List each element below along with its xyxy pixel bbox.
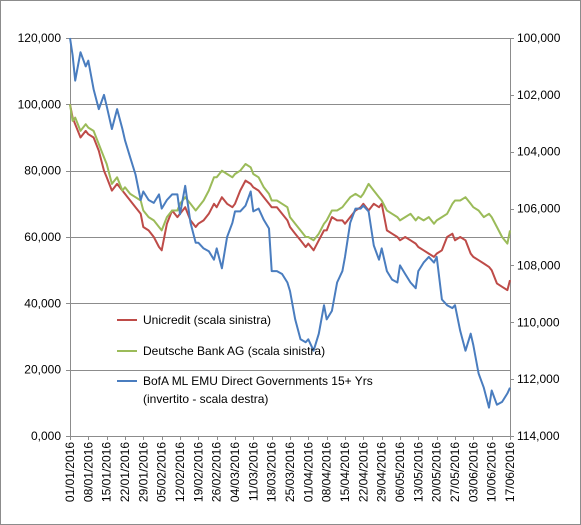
right-tick-label: 104,000 [517, 145, 561, 159]
left-tick-label: 40,000 [24, 296, 61, 310]
legend-label: Deutsche Bank AG (scala sinistra) [143, 344, 325, 358]
legend: Unicredit (scala sinistra) Deutsche Bank … [117, 313, 373, 406]
right-tick-label: 108,000 [517, 258, 561, 272]
series-line-1 [69, 104, 511, 292]
left-tick-label: 20,000 [24, 363, 61, 377]
x-tick-label: 18/03/2016 [265, 442, 279, 502]
x-axis-ticks: 01/01/2016 08/01/2016 15/01/2016 22/01/2016… [63, 436, 517, 502]
x-tick-label: 10/06/2016 [485, 442, 499, 502]
x-tick-label: 03/06/2016 [466, 442, 480, 502]
x-tick-label: 11/03/2016 [246, 442, 260, 501]
right-tick-label: 106,000 [517, 202, 561, 216]
legend-label: Unicredit (scala sinistra) [143, 313, 271, 327]
x-tick-label: 25/03/2016 [283, 442, 297, 502]
x-tick-label: 19/02/2016 [191, 442, 205, 502]
left-axis-ticks: 0,000 20,000 40,000 60,000 80,000 100,000 120,… [18, 31, 70, 443]
left-tick-label: 120,000 [18, 31, 62, 45]
x-tick-label: 06/05/2016 [393, 442, 407, 502]
x-tick-label: 22/04/2016 [356, 442, 370, 502]
legend-label: (invertito - scala destra) [143, 392, 268, 406]
x-tick-label: 08/04/2016 [320, 442, 334, 502]
x-tick-label: 26/02/2016 [210, 442, 224, 502]
x-tick-label: 15/01/2016 [100, 442, 114, 502]
x-tick-label: 27/05/2016 [448, 442, 462, 502]
x-tick-label: 29/01/2016 [136, 442, 150, 502]
right-tick-label: 110,000 [517, 315, 560, 329]
left-tick-label: 100,000 [18, 97, 62, 111]
legend-label: BofA ML EMU Direct Governments 15+ Yrs [143, 374, 373, 388]
series-lines [69, 37, 511, 409]
x-tick-label: 29/04/2016 [375, 442, 389, 502]
right-tick-label: 112,000 [517, 372, 560, 386]
right-tick-label: 102,000 [517, 88, 561, 102]
x-tick-label: 15/04/2016 [338, 442, 352, 502]
right-axis-ticks: 100,000 102,000 104,000 106,000 108,000 110,0… [510, 31, 561, 443]
x-tick-label: 17/06/2016 [503, 442, 517, 502]
x-tick-label: 13/05/2016 [411, 442, 425, 502]
right-tick-label: 100,000 [517, 31, 561, 45]
gridlines [70, 38, 510, 371]
x-tick-label: 01/04/2016 [301, 442, 315, 502]
left-tick-label: 0,000 [31, 429, 61, 443]
x-tick-label: 22/01/2016 [118, 442, 132, 502]
left-tick-label: 80,000 [24, 164, 61, 178]
left-tick-label: 60,000 [24, 230, 61, 244]
x-tick-label: 08/01/2016 [81, 442, 95, 502]
x-tick-label: 04/03/2016 [228, 442, 242, 502]
right-tick-label: 114,000 [517, 429, 560, 443]
x-tick-label: 12/02/2016 [173, 442, 187, 502]
x-tick-label: 20/05/2016 [430, 442, 444, 502]
series-line-2 [69, 104, 511, 245]
series-line-3 [69, 37, 511, 409]
x-tick-label: 01/01/2016 [63, 442, 77, 502]
x-tick-label: 05/02/2016 [155, 442, 169, 502]
